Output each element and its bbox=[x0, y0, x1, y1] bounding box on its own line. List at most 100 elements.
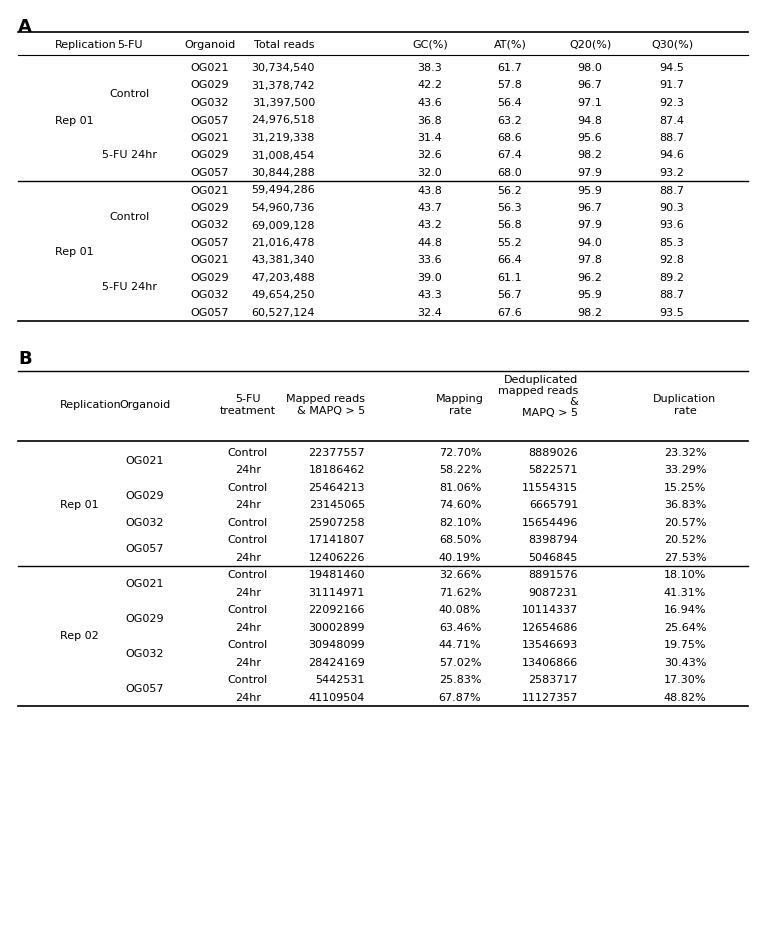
Text: OG057: OG057 bbox=[191, 115, 229, 125]
Text: A: A bbox=[18, 18, 32, 36]
Text: 24hr: 24hr bbox=[235, 657, 261, 667]
Text: 22377557: 22377557 bbox=[309, 447, 365, 458]
Text: 22092166: 22092166 bbox=[309, 605, 365, 615]
Text: & MAPQ > 5: & MAPQ > 5 bbox=[296, 405, 365, 416]
Text: 98.2: 98.2 bbox=[578, 308, 603, 317]
Text: 67.87%: 67.87% bbox=[439, 692, 481, 702]
Text: 71.62%: 71.62% bbox=[439, 587, 481, 597]
Text: 19481460: 19481460 bbox=[309, 570, 365, 579]
Text: 5-FU 24hr: 5-FU 24hr bbox=[103, 282, 158, 291]
Text: Rep 02: Rep 02 bbox=[60, 631, 99, 641]
Text: 97.8: 97.8 bbox=[578, 256, 603, 265]
Text: 59,494,286: 59,494,286 bbox=[251, 185, 315, 196]
Text: 93.2: 93.2 bbox=[660, 168, 685, 178]
Text: 95.9: 95.9 bbox=[578, 185, 602, 196]
Text: 15654496: 15654496 bbox=[522, 518, 578, 527]
Text: 82.10%: 82.10% bbox=[439, 518, 481, 527]
Text: Organoid: Organoid bbox=[119, 400, 171, 409]
Text: 61.1: 61.1 bbox=[498, 272, 522, 283]
Text: 31.4: 31.4 bbox=[417, 133, 443, 143]
Text: 24hr: 24hr bbox=[235, 552, 261, 563]
Text: OG032: OG032 bbox=[191, 290, 229, 300]
Text: 44.8: 44.8 bbox=[417, 238, 443, 248]
Text: OG057: OG057 bbox=[126, 683, 164, 694]
Text: 57.02%: 57.02% bbox=[439, 657, 481, 667]
Text: 18186462: 18186462 bbox=[309, 465, 365, 475]
Text: 32.66%: 32.66% bbox=[439, 570, 481, 579]
Text: 48.82%: 48.82% bbox=[663, 692, 706, 702]
Text: 33.6: 33.6 bbox=[417, 256, 442, 265]
Text: 16.94%: 16.94% bbox=[664, 605, 706, 615]
Text: Rep 01: Rep 01 bbox=[55, 115, 93, 125]
Text: 88.7: 88.7 bbox=[660, 185, 685, 196]
Text: 28424169: 28424169 bbox=[308, 657, 365, 667]
Text: 39.0: 39.0 bbox=[417, 272, 443, 283]
Text: 20.57%: 20.57% bbox=[664, 518, 706, 527]
Text: Control: Control bbox=[110, 89, 150, 99]
Text: Control: Control bbox=[110, 212, 150, 222]
Text: 23145065: 23145065 bbox=[309, 500, 365, 510]
Text: OG021: OG021 bbox=[191, 63, 229, 73]
Text: 96.7: 96.7 bbox=[578, 80, 602, 91]
Text: 74.60%: 74.60% bbox=[439, 500, 481, 510]
Text: 67.4: 67.4 bbox=[498, 151, 522, 160]
Text: OG021: OG021 bbox=[126, 578, 164, 589]
Text: 36.83%: 36.83% bbox=[664, 500, 706, 510]
Text: 93.5: 93.5 bbox=[660, 308, 684, 317]
Text: 97.1: 97.1 bbox=[578, 98, 602, 108]
Text: 25907258: 25907258 bbox=[309, 518, 365, 527]
Text: 96.7: 96.7 bbox=[578, 203, 602, 212]
Text: OG021: OG021 bbox=[191, 133, 229, 143]
Text: 32.0: 32.0 bbox=[417, 168, 443, 178]
Text: 91.7: 91.7 bbox=[660, 80, 685, 91]
Text: 98.0: 98.0 bbox=[578, 63, 602, 73]
Text: OG057: OG057 bbox=[126, 544, 164, 553]
Text: 31114971: 31114971 bbox=[309, 587, 365, 597]
Text: 43.3: 43.3 bbox=[417, 290, 443, 300]
Text: 32.6: 32.6 bbox=[417, 151, 443, 160]
Text: OG032: OG032 bbox=[126, 649, 164, 658]
Text: 20.52%: 20.52% bbox=[664, 534, 706, 545]
Text: 40.19%: 40.19% bbox=[439, 552, 481, 563]
Text: 9087231: 9087231 bbox=[529, 587, 578, 597]
Text: 31,219,338: 31,219,338 bbox=[251, 133, 315, 143]
Text: 24hr: 24hr bbox=[235, 500, 261, 510]
Text: Mapping: Mapping bbox=[436, 393, 484, 403]
Text: 42.2: 42.2 bbox=[417, 80, 443, 91]
Text: OG021: OG021 bbox=[191, 256, 229, 265]
Text: 27.53%: 27.53% bbox=[664, 552, 706, 563]
Text: 23.32%: 23.32% bbox=[664, 447, 706, 458]
Text: 24hr: 24hr bbox=[235, 622, 261, 632]
Text: 10114337: 10114337 bbox=[522, 605, 578, 615]
Text: 38.3: 38.3 bbox=[417, 63, 443, 73]
Text: Mapped reads: Mapped reads bbox=[286, 393, 365, 403]
Text: Q30(%): Q30(%) bbox=[651, 39, 693, 50]
Text: rate: rate bbox=[673, 405, 696, 416]
Text: OG029: OG029 bbox=[126, 613, 165, 623]
Text: 69,009,128: 69,009,128 bbox=[251, 220, 315, 230]
Text: Control: Control bbox=[228, 534, 268, 545]
Text: 94.0: 94.0 bbox=[578, 238, 602, 248]
Text: 68.50%: 68.50% bbox=[439, 534, 481, 545]
Text: 56.2: 56.2 bbox=[498, 185, 522, 196]
Text: Duplication: Duplication bbox=[653, 393, 717, 403]
Text: 6665791: 6665791 bbox=[529, 500, 578, 510]
Text: 11554315: 11554315 bbox=[522, 482, 578, 492]
Text: 49,654,250: 49,654,250 bbox=[251, 290, 315, 300]
Text: 24hr: 24hr bbox=[235, 692, 261, 702]
Text: 25.64%: 25.64% bbox=[664, 622, 706, 632]
Text: 63.46%: 63.46% bbox=[439, 622, 481, 632]
Text: 43.6: 43.6 bbox=[417, 98, 443, 108]
Text: B: B bbox=[18, 349, 31, 367]
Text: OG021: OG021 bbox=[191, 185, 229, 196]
Text: 25464213: 25464213 bbox=[309, 482, 365, 492]
Text: 5442531: 5442531 bbox=[316, 675, 365, 684]
Text: 32.4: 32.4 bbox=[417, 308, 443, 317]
Text: 15.25%: 15.25% bbox=[664, 482, 706, 492]
Text: 44.71%: 44.71% bbox=[439, 639, 481, 650]
Text: 90.3: 90.3 bbox=[660, 203, 684, 212]
Text: 94.8: 94.8 bbox=[578, 115, 603, 125]
Text: &: & bbox=[569, 396, 578, 406]
Text: 56.3: 56.3 bbox=[498, 203, 522, 212]
Text: OG029: OG029 bbox=[191, 272, 229, 283]
